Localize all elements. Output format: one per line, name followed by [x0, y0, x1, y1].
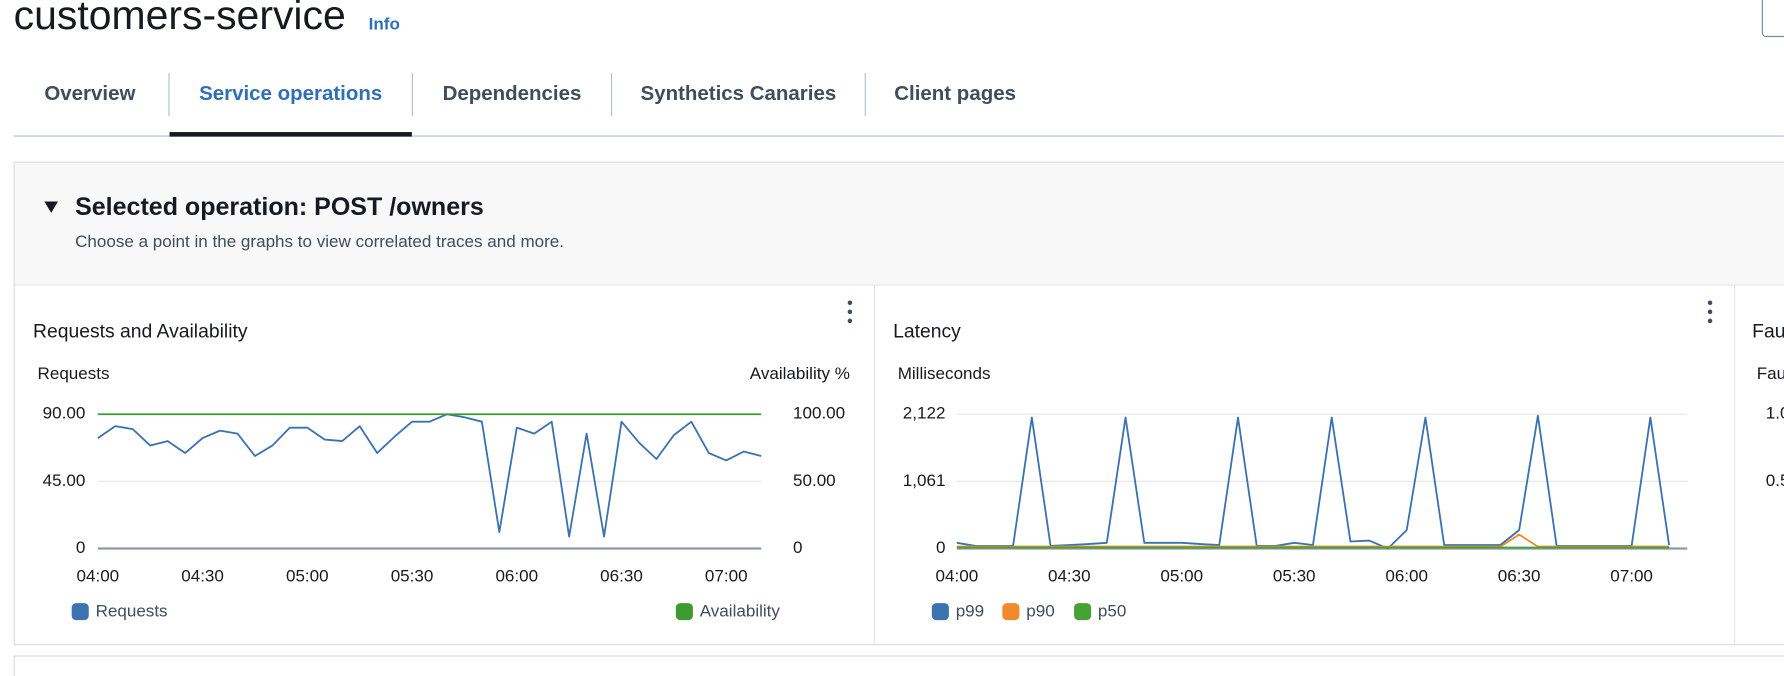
y-axis-label: Milliseconds: [898, 364, 991, 383]
x-tick-label: 06:30: [600, 566, 643, 585]
series-line: [97, 413, 762, 538]
y-tick-label: 0: [936, 538, 945, 557]
chart: Requests and Availability Requests Availab…: [33, 320, 850, 620]
collapse-caret[interactable]: [44, 201, 59, 213]
y-tick-label: 100.00: [793, 404, 845, 423]
partial-axis-label: Fau: [1757, 364, 1784, 383]
next-panel: [13, 655, 1784, 676]
panel-header: [14, 162, 1784, 285]
tab-bar: Overview Service operations Dependencies Sy…: [13, 72, 1784, 137]
legend-swatch: [1002, 603, 1020, 621]
x-tick-label: 05:30: [391, 566, 434, 585]
section-title: Selected operation: POST /owners: [75, 193, 484, 221]
page-title: customers-service: [14, 0, 346, 38]
partial-tick-label: 1.0: [1766, 404, 1784, 423]
y-tick-label: 0: [793, 538, 802, 557]
legend-swatch: [71, 603, 89, 621]
legend-label: p99: [956, 602, 984, 621]
tab[interactable]: Service operations: [199, 82, 382, 105]
widget-menu[interactable]: [1707, 300, 1713, 324]
x-tick-label: 05:00: [1160, 566, 1203, 585]
menu-dot: [1707, 309, 1713, 315]
menu-dot: [847, 318, 853, 324]
section-description: Choose a point in the graphs to view cor…: [75, 232, 564, 251]
legend-swatch: [931, 603, 949, 621]
menu-dot: [1707, 318, 1713, 324]
tab[interactable]: Dependencies: [443, 82, 582, 105]
series-line: [956, 414, 1670, 550]
menu-dot: [1707, 300, 1713, 306]
chart-title: Requests and Availability: [33, 320, 248, 342]
tab[interactable]: Synthetics Canaries: [641, 82, 837, 105]
y-axis-label: Requests: [38, 364, 110, 383]
x-tick-label: 06:00: [1385, 566, 1428, 585]
x-tick-label: 04:30: [181, 566, 224, 585]
legend-swatch: [675, 603, 693, 621]
y-tick-label: 0: [76, 538, 85, 557]
x-tick-label: 05:30: [1273, 566, 1316, 585]
x-tick-label: 07:00: [705, 566, 748, 585]
y-tick-label: 45.00: [43, 471, 86, 490]
chart: Latency Milliseconds 0 1,061 2,122 04:00 04:30…: [893, 320, 1688, 621]
selected-tab-indicator: [169, 132, 412, 137]
x-tick-label: 04:30: [1048, 566, 1091, 585]
y-tick-label: 50.00: [793, 471, 836, 490]
tab[interactable]: Overview: [44, 82, 135, 105]
x-tick-label: 04:00: [936, 566, 979, 585]
legend-label: Requests: [96, 602, 168, 621]
x-tick-label: 07:00: [1610, 566, 1653, 585]
menu-dot: [847, 300, 853, 306]
widget-menu[interactable]: [847, 300, 853, 324]
y-tick-label: 2,122: [903, 404, 946, 423]
x-tick-label: 05:00: [286, 566, 329, 585]
partial-widget-title: Fau: [1752, 320, 1784, 342]
chart-title: Latency: [893, 320, 961, 342]
legend-swatch: [1074, 603, 1092, 621]
x-tick-label: 04:00: [77, 566, 120, 585]
x-tick-label: 06:30: [1498, 566, 1541, 585]
y2-axis-label: Availability %: [750, 364, 850, 383]
legend-label: p90: [1026, 602, 1054, 621]
y-tick-label: 90.00: [43, 404, 86, 423]
menu-dot: [847, 309, 853, 315]
legend-label: p50: [1098, 602, 1126, 621]
legend-label: Availability: [700, 602, 781, 621]
info-link[interactable]: Info: [369, 15, 400, 34]
tab[interactable]: Client pages: [894, 82, 1016, 105]
partial-tick-label: 0.5: [1766, 471, 1784, 490]
header-button[interactable]: [1761, 0, 1784, 38]
y-tick-label: 1,061: [903, 471, 946, 490]
x-tick-label: 06:00: [495, 566, 538, 585]
series-line: [956, 533, 1670, 548]
